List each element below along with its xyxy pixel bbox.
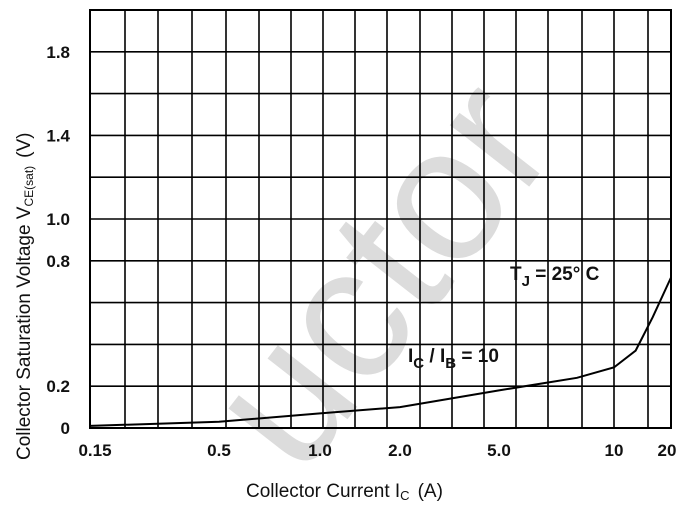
x-tick-label: 1.0	[308, 441, 332, 460]
x-tick-label: 5.0	[487, 441, 511, 460]
x-tick-label: 10	[605, 441, 624, 460]
y-axis-ticks: 0 0.2 0.8 1.0 1.4 1.8	[46, 43, 70, 438]
x-tick-label: 2.0	[388, 441, 412, 460]
y-axis-title: Collector Saturation Voltage VCE(sat)(V)	[14, 133, 36, 461]
y-tick-label: 0	[61, 419, 70, 438]
x-axis-ticks: 0.15 0.5 1.0 2.0 5.0 10 20	[78, 441, 676, 460]
y-tick-label: 1.8	[46, 43, 70, 62]
y-tick-label: 1.4	[46, 126, 70, 145]
x-tick-label: 0.15	[78, 441, 111, 460]
series-line	[89, 277, 672, 427]
grid	[90, 10, 671, 428]
x-axis-title: Collector Current IC (A)	[246, 481, 443, 503]
x-tick-label: 0.5	[207, 441, 231, 460]
annotation-tj: TJ = 25° C	[510, 264, 600, 290]
annotation-ic-ib: IC / IB = 10	[408, 346, 499, 372]
y-tick-label: 1.0	[46, 210, 70, 229]
x-tick-label: 20	[658, 441, 677, 460]
plot-frame	[89, 9, 672, 429]
y-tick-label: 0.2	[46, 377, 70, 396]
y-tick-label: 0.8	[46, 252, 70, 271]
